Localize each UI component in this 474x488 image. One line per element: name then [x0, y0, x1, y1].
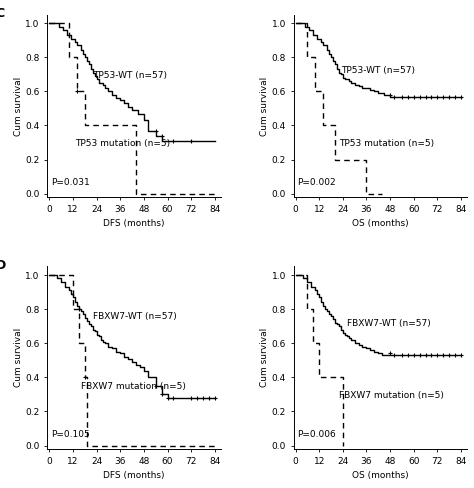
Text: C: C	[0, 7, 5, 20]
Text: P=0.031: P=0.031	[51, 178, 90, 187]
Text: D: D	[0, 259, 6, 272]
Text: FBXW7-WT (n=57): FBXW7-WT (n=57)	[93, 312, 176, 321]
Text: TP53 mutation (n=5): TP53 mutation (n=5)	[75, 139, 170, 148]
Text: TP53 mutation (n=5): TP53 mutation (n=5)	[339, 139, 434, 148]
Y-axis label: Cum survival: Cum survival	[260, 76, 269, 136]
X-axis label: OS (months): OS (months)	[352, 471, 409, 480]
Y-axis label: Cum survival: Cum survival	[14, 328, 23, 387]
X-axis label: DFS (months): DFS (months)	[103, 471, 165, 480]
Text: P=0.002: P=0.002	[298, 178, 336, 187]
Text: FBXW7 mutation (n=5): FBXW7 mutation (n=5)	[339, 391, 444, 400]
X-axis label: DFS (months): DFS (months)	[103, 219, 165, 228]
Text: FBXW7-WT (n=57): FBXW7-WT (n=57)	[347, 319, 430, 328]
Text: P=0.006: P=0.006	[298, 430, 336, 439]
Y-axis label: Cum survival: Cum survival	[14, 76, 23, 136]
Y-axis label: Cum survival: Cum survival	[260, 328, 269, 387]
Text: FBXW7 mutation (n=5): FBXW7 mutation (n=5)	[81, 382, 186, 391]
Text: P=0.105: P=0.105	[51, 430, 90, 439]
Text: TP53-WT (n=57): TP53-WT (n=57)	[93, 71, 167, 80]
X-axis label: OS (months): OS (months)	[352, 219, 409, 228]
Text: TP53-WT (n=57): TP53-WT (n=57)	[341, 65, 415, 75]
